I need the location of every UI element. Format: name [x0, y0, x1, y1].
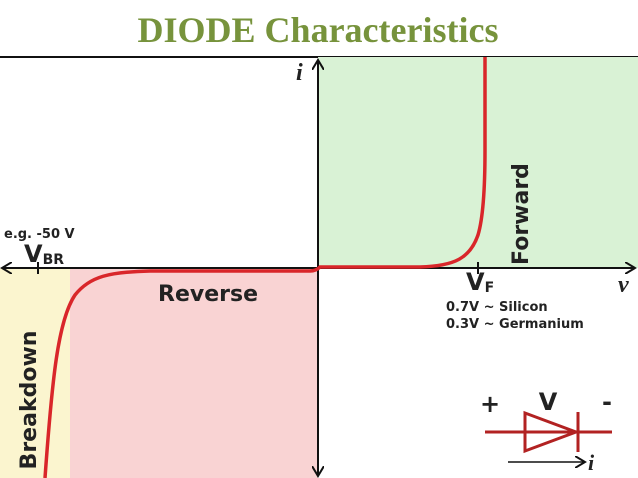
reverse-label: Reverse	[158, 282, 258, 307]
vbr-subscript: BR	[43, 252, 65, 268]
vf-label: VF	[466, 268, 494, 296]
minus-sign: -	[602, 388, 612, 416]
current-label: i	[588, 450, 595, 475]
breakdown-label: Breakdown	[17, 331, 42, 470]
breakdown-example: e.g. -50 V	[4, 227, 75, 242]
y-axis-label: i	[296, 60, 303, 86]
diode-voltage: V	[539, 388, 558, 416]
plus-sign: +	[480, 390, 500, 418]
vf-note: 0.3V ~ Germanium	[446, 317, 584, 332]
iv-curve	[43, 57, 487, 478]
vbr-label: VBR	[24, 240, 64, 268]
x-axis-label: v	[618, 272, 629, 298]
vbr-symbol: V	[24, 240, 43, 268]
vf-subscript: F	[485, 280, 495, 296]
vf-symbol: V	[466, 268, 485, 296]
breakdown-region	[0, 268, 70, 478]
title: DIODE Characteristics	[138, 10, 499, 50]
forward-label: Forward	[509, 163, 534, 265]
vf-note: 0.7V ~ Silicon	[446, 300, 548, 315]
reverse-region	[70, 268, 318, 478]
diode-triangle	[523, 410, 581, 454]
